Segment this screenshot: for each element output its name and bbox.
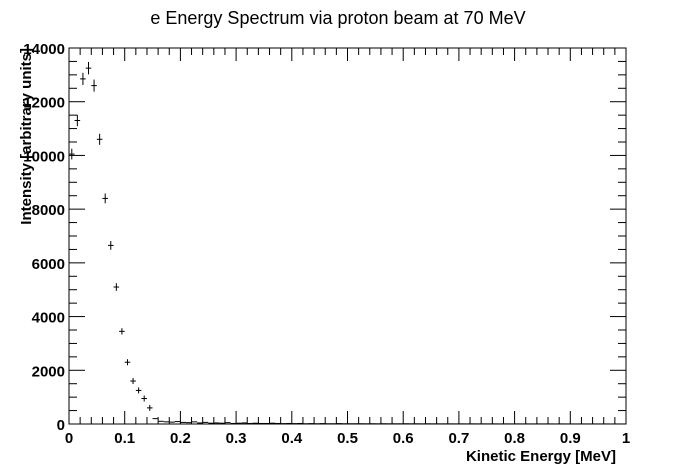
y-tick-label: 4000 [32, 310, 65, 327]
y-tick-label: 6000 [32, 256, 65, 273]
x-tick-label: 0.1 [114, 430, 135, 447]
y-axis-ticks [69, 47, 626, 425]
data-point [146, 404, 153, 411]
data-point [85, 61, 92, 75]
data-markers [69, 61, 626, 425]
data-point [135, 387, 142, 394]
data-point [130, 378, 136, 385]
x-axis-ticks [68, 48, 627, 424]
data-point [124, 359, 131, 366]
x-tick-label: 0.2 [170, 430, 191, 447]
x-tick-label: 0.3 [226, 430, 247, 447]
data-point [96, 133, 103, 145]
data-point [80, 72, 86, 85]
y-tick-label: 0 [57, 417, 65, 434]
data-point [69, 148, 75, 160]
x-tick-label: 0.8 [504, 430, 525, 447]
data-point [113, 283, 120, 291]
chart-title: e Energy Spectrum via proton beam at 70 … [150, 8, 525, 28]
data-point [107, 241, 114, 250]
y-tick-label: 12000 [23, 95, 65, 112]
x-axis-tick-labels: 0 0.1 0.2 0.3 0.4 0.5 0.6 0.7 0.8 0.9 1 [65, 430, 630, 447]
data-point [141, 395, 147, 402]
y-tick-label: 8000 [32, 202, 65, 219]
y-tick-label: 10000 [23, 148, 65, 165]
x-tick-label: 0.6 [393, 430, 414, 447]
y-axis-title: Intensity [arbitrary units] [18, 48, 35, 225]
x-tick-label: 0.7 [448, 430, 469, 447]
data-point [91, 79, 97, 92]
y-tick-label: 2000 [32, 363, 65, 380]
x-tick-label: 0.9 [560, 430, 581, 447]
plot-frame [68, 47, 627, 425]
y-axis-tick-labels: 0 2000 4000 6000 8000 10000 12000 14000 [23, 41, 65, 434]
x-tick-label: 1 [622, 430, 630, 447]
x-tick-label: 0.5 [337, 430, 358, 447]
data-point [119, 328, 125, 335]
x-tick-label: 0 [65, 430, 73, 447]
x-axis-title: Kinetic Energy [MeV] [466, 448, 616, 465]
x-tick-label: 0.4 [281, 430, 303, 447]
data-point [74, 114, 81, 127]
y-tick-label: 14000 [23, 41, 65, 58]
data-point [102, 193, 108, 204]
